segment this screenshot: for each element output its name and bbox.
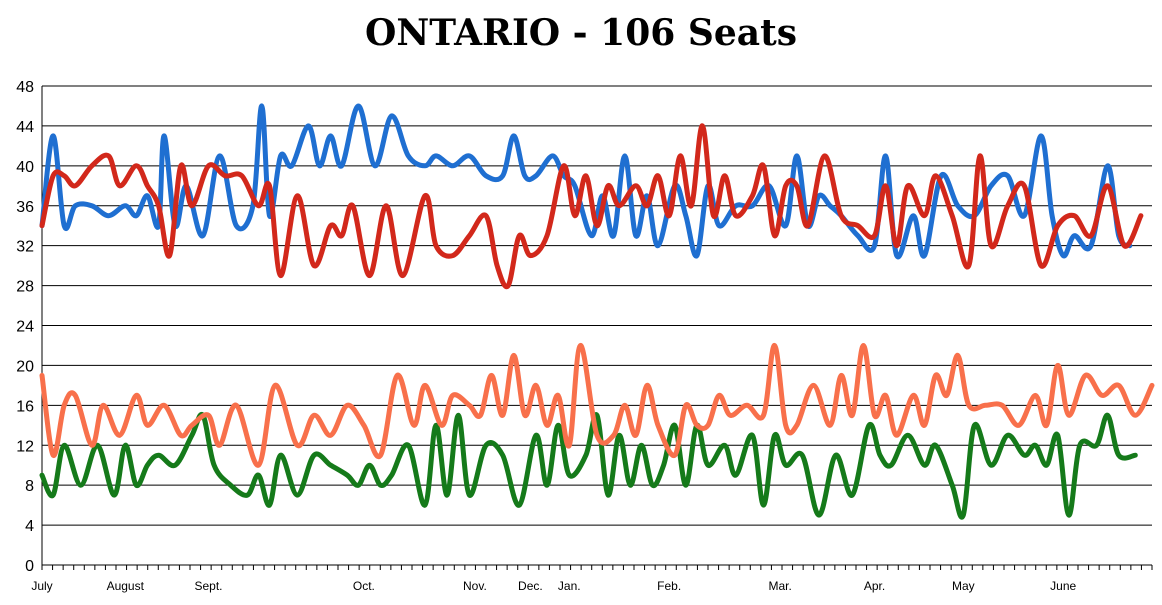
y-tick-label: 8 [25, 478, 34, 495]
y-tick-label: 20 [16, 358, 34, 375]
y-tick-label: 48 [16, 79, 34, 96]
series-line-orange [39, 342, 1155, 468]
y-tick-label: 28 [16, 279, 34, 296]
x-tick-label-month: Oct. [353, 579, 375, 593]
series-line-blue [39, 103, 1133, 260]
x-tick-label-month: May [952, 579, 975, 593]
y-tick-label: 40 [16, 159, 34, 176]
x-tick-label-month: Mar. [768, 579, 791, 593]
chart-title: ONTARIO - 106 Seats [365, 12, 797, 54]
y-tick-label: 44 [16, 119, 34, 136]
y-tick-label: 32 [16, 239, 34, 256]
x-tick-label-month: Dec. [518, 579, 543, 593]
y-tick-label: 0 [25, 558, 34, 575]
series-line-red [39, 123, 1144, 290]
x-tick-label-month: Jan. [558, 579, 581, 593]
y-tick-label: 24 [16, 319, 34, 336]
x-tick-label-month: July [31, 579, 52, 593]
axes [41, 86, 1153, 570]
series-line-green [39, 411, 1138, 520]
x-tick-label-month: Apr. [864, 579, 885, 593]
x-tick-label-month: Feb. [657, 579, 681, 593]
series-lines [39, 103, 1155, 520]
y-tick-label: 16 [16, 398, 34, 415]
x-tick-labels: July August Sept. Oct. Nov. Dec. Jan. Feb. Mar. A… [31, 579, 1076, 593]
x-tick-label-month: Nov. [463, 579, 487, 593]
y-tick-label: 12 [16, 438, 34, 455]
x-tick-label-month: June [1050, 579, 1076, 593]
x-tick-label-month: August [107, 579, 145, 593]
x-tick-label-month: Sept. [194, 579, 222, 593]
grid-lines [42, 85, 1152, 526]
y-tick-label: 36 [16, 199, 34, 216]
y-tick-label: 4 [25, 518, 34, 535]
